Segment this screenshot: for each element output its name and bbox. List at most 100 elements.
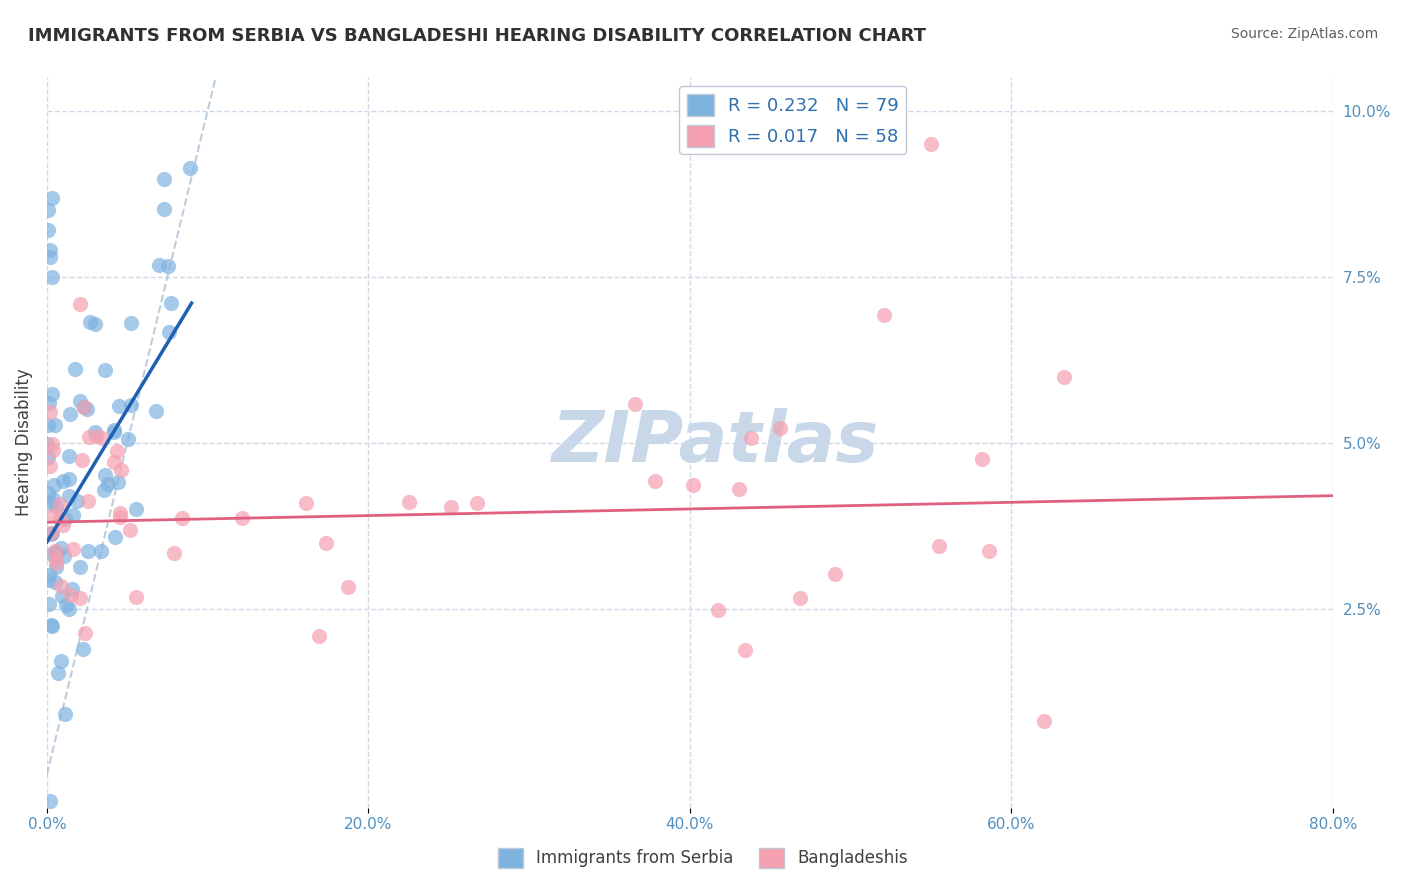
Point	[308, 629, 330, 643]
Point	[69, 560, 91, 574]
Point	[145, 403, 167, 417]
Point	[55, 598, 77, 612]
Point	[39, 458, 62, 473]
Point	[41, 548, 63, 562]
Point	[1053, 370, 1076, 384]
Point	[53, 511, 76, 525]
Point	[734, 643, 756, 657]
Point	[69, 591, 91, 605]
Point	[105, 444, 128, 458]
Point	[465, 496, 488, 510]
Point	[37, 450, 59, 464]
Point	[42, 478, 65, 492]
Point	[39, 526, 62, 541]
Point	[94, 363, 117, 377]
Point	[90, 431, 112, 445]
Point	[39, 243, 62, 257]
Point	[103, 425, 125, 439]
Point	[73, 400, 96, 414]
Point	[45, 556, 67, 570]
Text: IMMIGRANTS FROM SERBIA VS BANGLADESHI HEARING DISABILITY CORRELATION CHART: IMMIGRANTS FROM SERBIA VS BANGLADESHI HE…	[28, 27, 927, 45]
Point	[45, 551, 67, 566]
Point	[118, 524, 141, 538]
Point	[160, 296, 183, 310]
Point	[108, 509, 131, 524]
Point	[682, 477, 704, 491]
Point	[623, 397, 645, 411]
Legend: Immigrants from Serbia, Bangladeshis: Immigrants from Serbia, Bangladeshis	[492, 841, 914, 875]
Point	[49, 541, 72, 555]
Point	[90, 544, 112, 558]
Point	[789, 591, 811, 606]
Point	[58, 602, 80, 616]
Point	[41, 191, 63, 205]
Point	[79, 315, 101, 329]
Point	[153, 202, 176, 216]
Point	[76, 402, 98, 417]
Point	[41, 387, 63, 401]
Point	[163, 546, 186, 560]
Point	[42, 508, 65, 522]
Point	[336, 580, 359, 594]
Point	[49, 579, 72, 593]
Point	[707, 602, 730, 616]
Point	[769, 421, 792, 435]
Point	[103, 423, 125, 437]
Point	[41, 526, 63, 541]
Point	[977, 544, 1000, 558]
Point	[41, 491, 63, 506]
Point	[148, 258, 170, 272]
Point	[38, 405, 60, 419]
Point	[84, 425, 107, 440]
Point	[103, 455, 125, 469]
Point	[120, 317, 142, 331]
Point	[77, 544, 100, 558]
Point	[107, 475, 129, 490]
Point	[170, 510, 193, 524]
Point	[107, 399, 129, 413]
Point	[45, 499, 67, 513]
Point	[44, 574, 66, 589]
Point	[231, 510, 253, 524]
Point	[84, 317, 107, 331]
Point	[72, 642, 94, 657]
Point	[37, 203, 59, 218]
Point	[94, 468, 117, 483]
Point	[37, 437, 59, 451]
Point	[77, 494, 100, 508]
Point	[58, 489, 80, 503]
Point	[39, 617, 62, 632]
Point	[125, 501, 148, 516]
Point	[49, 654, 72, 668]
Point	[37, 573, 59, 587]
Point	[38, 396, 60, 410]
Point	[108, 506, 131, 520]
Point	[69, 393, 91, 408]
Point	[644, 474, 666, 488]
Point	[117, 432, 139, 446]
Point	[45, 545, 67, 559]
Text: ZIPatlas: ZIPatlas	[553, 408, 879, 477]
Point	[37, 417, 59, 432]
Point	[49, 497, 72, 511]
Point	[103, 530, 125, 544]
Point	[77, 430, 100, 444]
Point	[58, 450, 80, 464]
Point	[46, 665, 69, 680]
Point	[110, 463, 132, 477]
Point	[41, 437, 63, 451]
Point	[73, 400, 96, 414]
Point	[97, 476, 120, 491]
Point	[59, 408, 82, 422]
Point	[52, 474, 75, 488]
Point	[1032, 714, 1054, 729]
Point	[920, 136, 942, 151]
Point	[315, 536, 337, 550]
Point	[295, 496, 318, 510]
Point	[39, 250, 62, 264]
Point	[62, 541, 84, 556]
Point	[39, 794, 62, 808]
Point	[120, 398, 142, 412]
Point	[52, 517, 75, 532]
Point	[37, 223, 59, 237]
